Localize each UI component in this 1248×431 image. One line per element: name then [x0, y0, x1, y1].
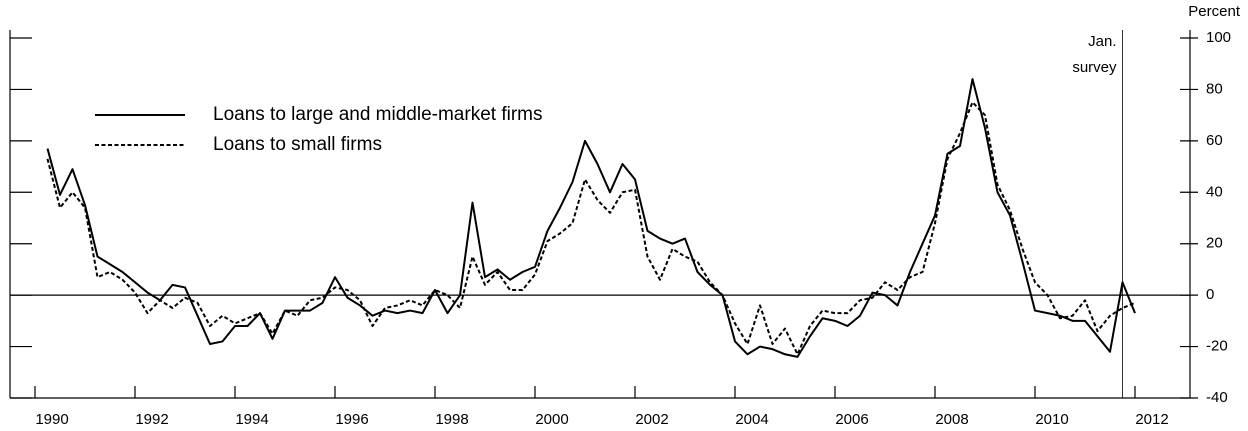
series-line: [46, 78, 1136, 358]
x-tick-label: 1990: [35, 411, 68, 428]
y-tick-label: -40: [1206, 389, 1228, 406]
y-tick-label: 20: [1206, 235, 1223, 252]
x-tick-label: 2010: [1035, 411, 1068, 428]
y-tick-label: 100: [1206, 29, 1231, 46]
x-tick-label: 1996: [335, 411, 368, 428]
x-tick-label: 1992: [135, 411, 168, 428]
x-tick-label: 1994: [235, 411, 268, 428]
x-tick-label: 2012: [1135, 411, 1168, 428]
x-tick-label: 2008: [935, 411, 968, 428]
legend-label: Loans to large and middle-market firms: [213, 104, 542, 125]
y-tick-label: 60: [1206, 132, 1223, 149]
series-line: [46, 101, 1136, 356]
annotation-text: Jan.: [1088, 33, 1116, 50]
y-tick-label: 80: [1206, 80, 1223, 97]
annotation-text: survey: [1072, 59, 1117, 76]
y-tick-label: 40: [1206, 183, 1223, 200]
legend-label: Loans to small firms: [213, 134, 382, 155]
x-tick-label: 2000: [535, 411, 568, 428]
y-tick-label: -20: [1206, 338, 1228, 355]
x-tick-label: 1998: [435, 411, 468, 428]
y-tick-label: 0: [1206, 286, 1214, 303]
x-tick-label: 2002: [635, 411, 668, 428]
y-axis-unit: Percent: [1188, 3, 1241, 20]
x-tick-label: 2006: [835, 411, 868, 428]
x-tick-label: 2004: [735, 411, 768, 428]
